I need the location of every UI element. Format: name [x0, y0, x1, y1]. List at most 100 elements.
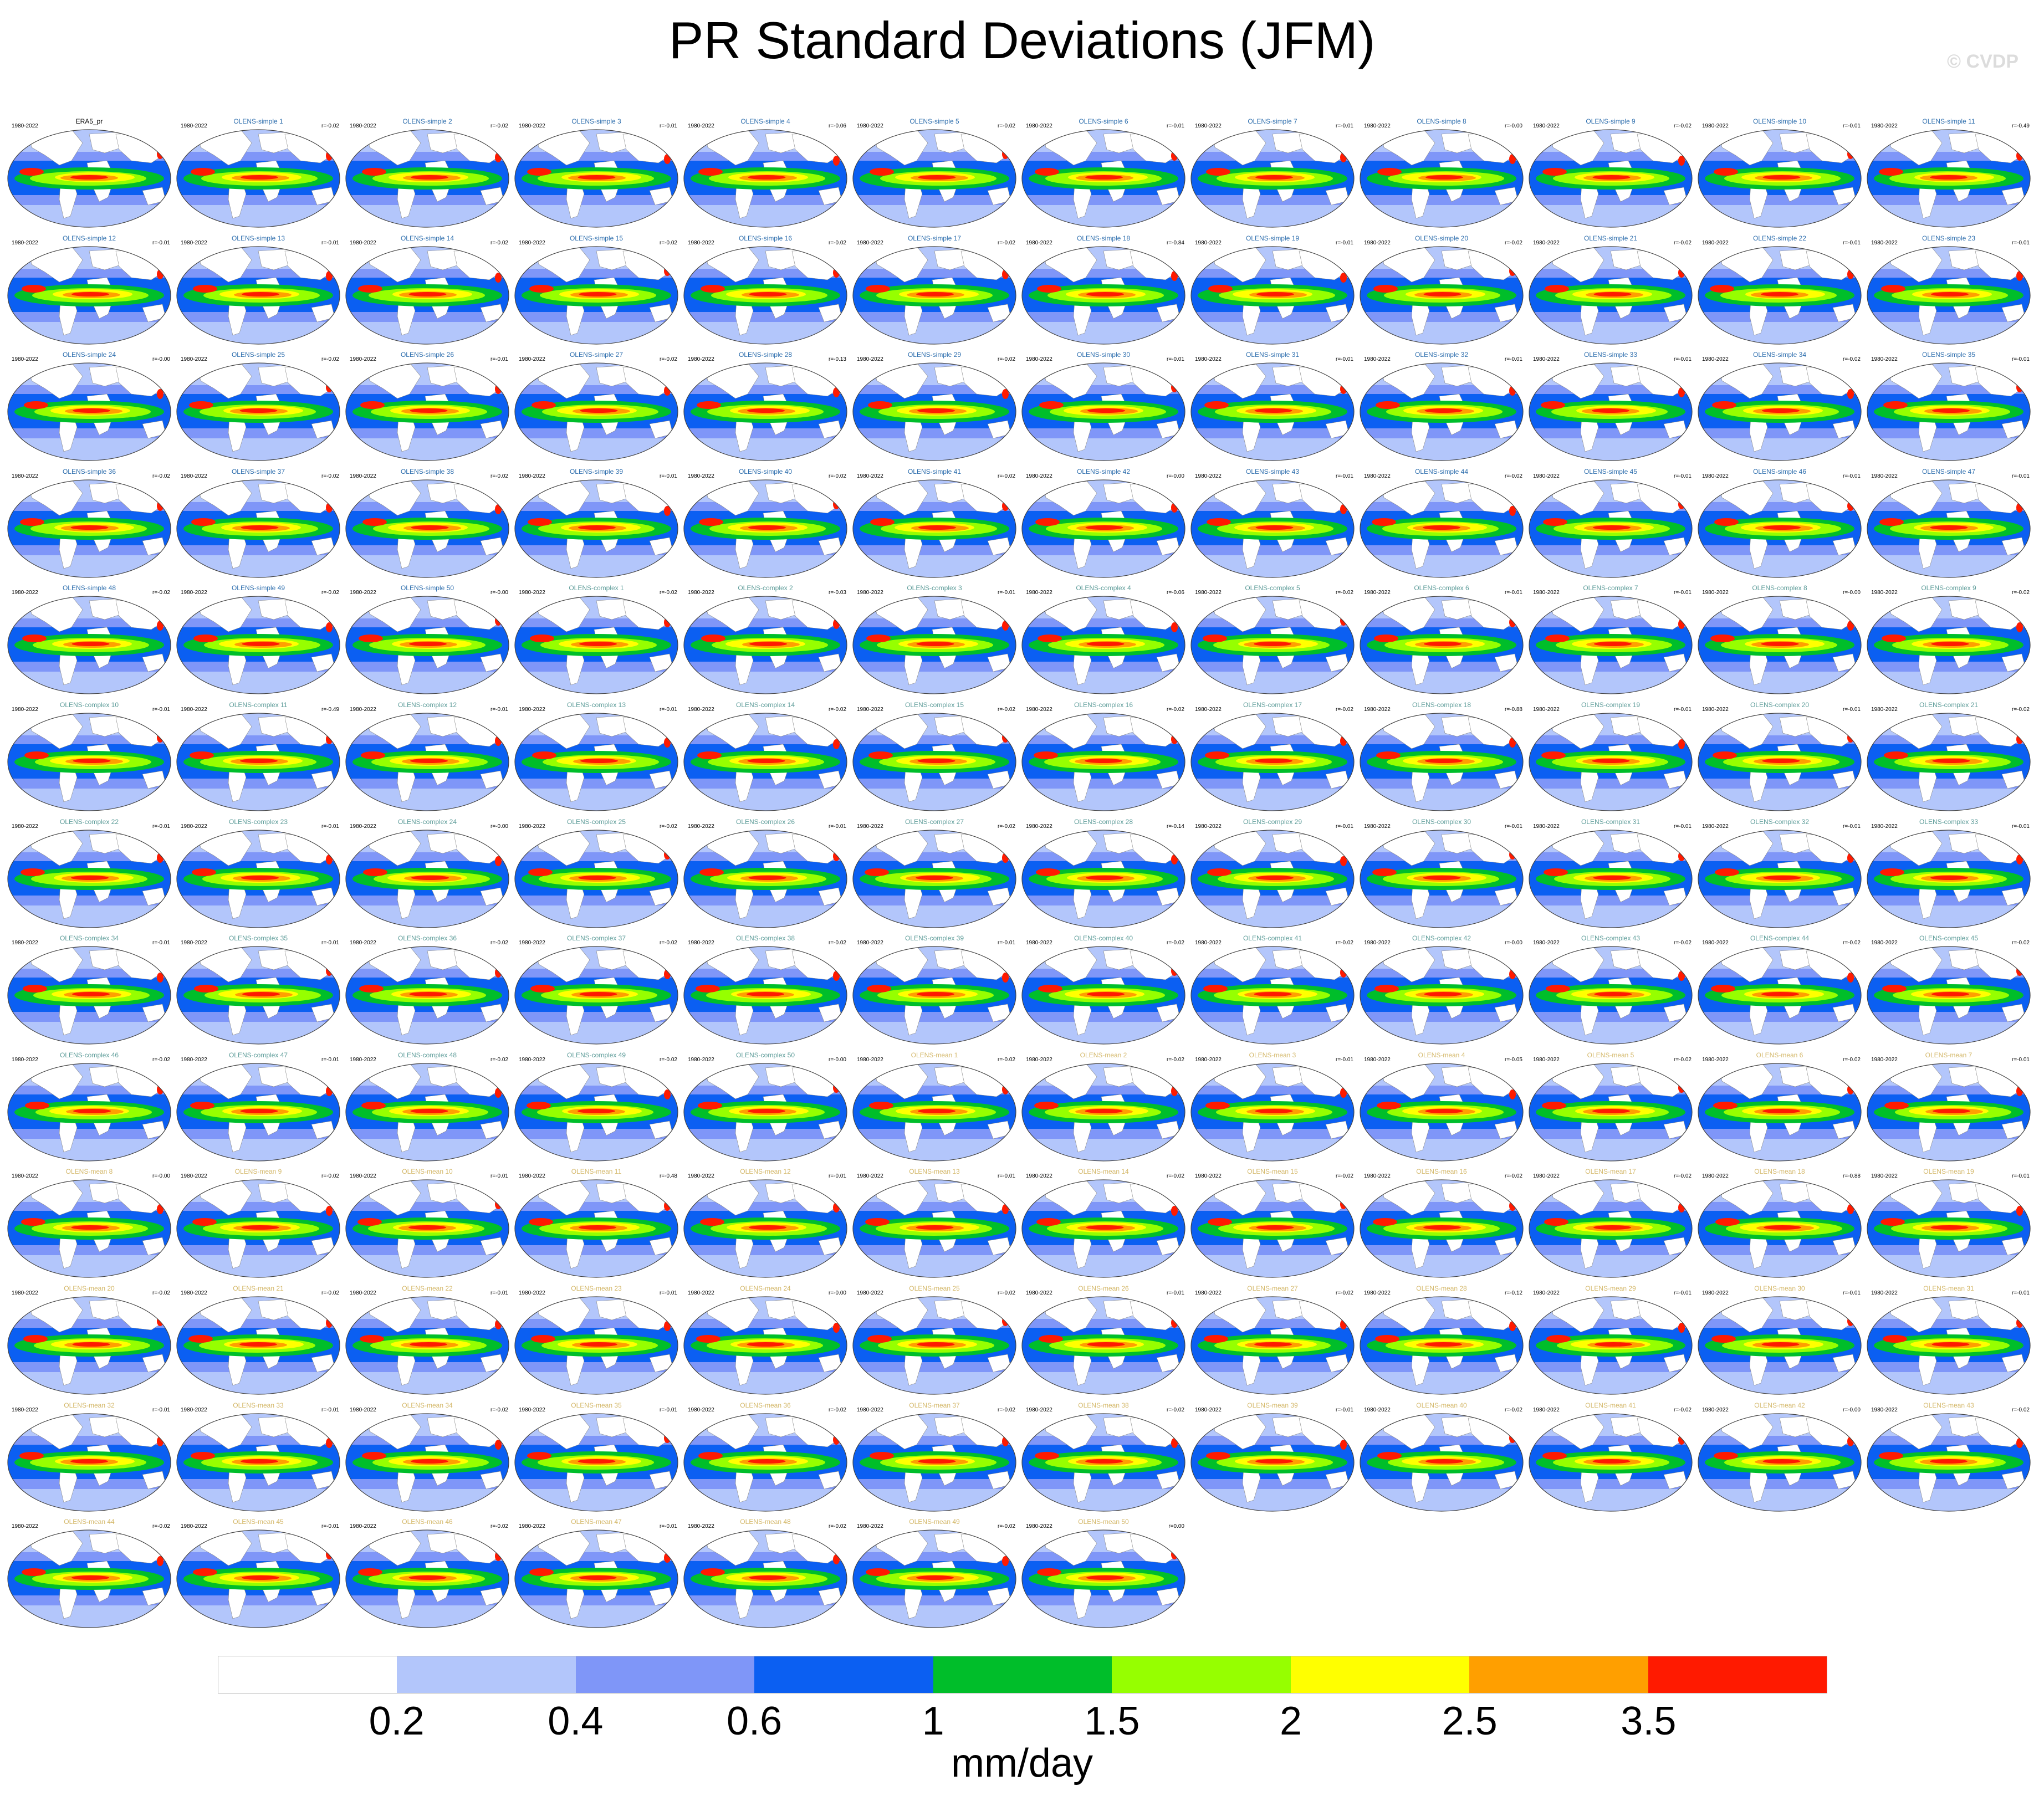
world-map — [7, 1063, 171, 1162]
world-map — [176, 129, 340, 228]
panel-title: OLENS-complex 12 — [397, 701, 457, 709]
panel-pattern-correlation: r=-0.02 — [1843, 940, 1861, 947]
world-map — [1867, 1063, 2031, 1162]
panel-pattern-correlation: r=-0.01 — [1674, 590, 1692, 596]
panel-pattern-correlation: r=-0.02 — [998, 1523, 1015, 1530]
panel-pattern-correlation: r=-0.02 — [1674, 940, 1692, 947]
panel-pattern-correlation: r=-0.02 — [660, 823, 677, 830]
panel-years: 1980-2022 — [350, 1406, 376, 1413]
map-panel: 1980-2022 OLENS-complex 19 r=-0.01 — [1527, 700, 1694, 811]
panel-pattern-correlation: r=-0.00 — [1505, 940, 1522, 947]
world-map — [1529, 479, 1693, 578]
world-map — [7, 479, 171, 578]
panel-pattern-correlation: r=-0.02 — [1336, 1173, 1353, 1180]
map-panel: 1980-2022 OLENS-mean 23 r=-0.01 — [513, 1283, 679, 1395]
panel-pattern-correlation: r=-0.01 — [1674, 823, 1692, 830]
panel-pattern-correlation: r=-0.01 — [1336, 1406, 1353, 1413]
panel-pattern-correlation: r=-0.02 — [829, 940, 846, 947]
map-panel: 1980-2022 OLENS-simple 27 r=-0.02 — [513, 350, 679, 461]
panel-title: OLENS-complex 20 — [1750, 701, 1810, 709]
map-panel: 1980-2022 OLENS-simple 36 r=-0.02 — [6, 467, 172, 578]
panel-title: OLENS-simple 13 — [231, 234, 285, 242]
map-panel: 1980-2022 OLENS-simple 18 r=-0.84 — [1020, 233, 1187, 345]
map-panel: 1980-2022 OLENS-simple 31 r=-0.01 — [1189, 350, 1356, 461]
world-map — [7, 713, 171, 811]
map-panel: 1980-2022 OLENS-complex 6 r=-0.01 — [1358, 583, 1525, 694]
world-map — [852, 362, 1016, 461]
figure-title: PR Standard Deviations (JFM) — [668, 11, 1376, 69]
colorbar-segment — [397, 1656, 576, 1693]
map-panel: 1980-2022 OLENS-mean 11 r=-0.48 — [513, 1167, 679, 1278]
panel-title: OLENS-simple 9 — [1586, 117, 1636, 125]
panel-pattern-correlation: r=-0.01 — [321, 940, 339, 947]
panel-pattern-correlation: r=-0.02 — [490, 123, 508, 129]
panel-years: 1980-2022 — [688, 590, 714, 596]
panel-years: 1980-2022 — [1533, 1173, 1560, 1180]
panel-title: OLENS-mean 20 — [64, 1285, 115, 1292]
map-panel: 1980-2022 OLENS-simple 11 r=-0.49 — [1866, 116, 2032, 228]
world-map — [176, 1063, 340, 1162]
panel-title: OLENS-complex 28 — [1074, 817, 1133, 826]
map-panel: 1980-2022 OLENS-mean 15 r=-0.02 — [1189, 1167, 1356, 1278]
world-map — [683, 1529, 847, 1628]
panel-title: OLENS-simple 30 — [1076, 351, 1131, 359]
panel-pattern-correlation: r=-0.02 — [998, 823, 1015, 830]
map-panel: 1980-2022 OLENS-mean 45 r=-0.01 — [175, 1517, 341, 1628]
map-panel: 1980-2022 OLENS-simple 49 r=-0.02 — [175, 583, 341, 694]
world-map — [1698, 596, 1862, 694]
world-map — [1021, 713, 1185, 811]
panel-pattern-correlation: r=-0.01 — [490, 1290, 508, 1296]
panel-title: OLENS-mean 10 — [402, 1168, 453, 1176]
panel-years: 1980-2022 — [688, 1523, 714, 1530]
map-panel: 1980-2022 OLENS-complex 25 r=-0.02 — [513, 817, 679, 928]
panel-years: 1980-2022 — [350, 707, 376, 713]
panel-pattern-correlation: r=-0.01 — [2012, 473, 2030, 479]
panel-pattern-correlation: r=-0.02 — [1167, 1173, 1184, 1180]
map-panel: 1980-2022 OLENS-mean 46 r=-0.02 — [344, 1517, 510, 1628]
map-panel: 1980-2022 OLENS-simple 9 r=-0.02 — [1527, 116, 1694, 228]
panel-title: OLENS-simple 50 — [400, 584, 454, 592]
panel-pattern-correlation: r=-0.02 — [2012, 1406, 2030, 1413]
panel-years: 1980-2022 — [519, 1523, 545, 1530]
panel-title: OLENS-mean 26 — [1078, 1285, 1129, 1292]
panel-years: 1980-2022 — [1364, 239, 1391, 246]
world-map — [683, 129, 847, 228]
panel-title: OLENS-complex 4 — [1076, 584, 1131, 592]
world-map — [1360, 1063, 1524, 1162]
panel-pattern-correlation: r=-0.02 — [152, 1523, 170, 1530]
panel-pattern-correlation: r=-0.01 — [660, 473, 677, 479]
map-panel: 1980-2022 OLENS-mean 35 r=-0.01 — [513, 1400, 679, 1512]
panel-title: OLENS-complex 41 — [1243, 934, 1302, 943]
panel-years: 1980-2022 — [1195, 1173, 1222, 1180]
world-map — [1529, 596, 1693, 694]
panel-title: OLENS-simple 25 — [231, 351, 285, 359]
panel-years: 1980-2022 — [857, 473, 883, 479]
panel-pattern-correlation: r=-0.02 — [998, 473, 1015, 479]
map-panel: 1980-2022 OLENS-simple 32 r=-0.01 — [1358, 350, 1525, 461]
panel-pattern-correlation: r=-0.02 — [998, 123, 1015, 129]
colorbar-tick-label: 1.5 — [1084, 1699, 1140, 1743]
world-map — [176, 596, 340, 694]
panel-years: 1980-2022 — [350, 1290, 376, 1296]
panel-title: OLENS-mean 49 — [909, 1518, 960, 1526]
panel-pattern-correlation: r=-0.01 — [1167, 123, 1184, 129]
panel-pattern-correlation: r=-0.01 — [1167, 356, 1184, 363]
panel-years: 1980-2022 — [519, 123, 545, 129]
map-panel: 1980-2022 OLENS-complex 13 r=-0.01 — [513, 700, 679, 811]
panel-pattern-correlation: r=-0.01 — [1505, 356, 1522, 363]
world-map — [345, 129, 509, 228]
panel-pattern-correlation: r=-0.01 — [829, 823, 846, 830]
panel-title: OLENS-mean 35 — [571, 1401, 622, 1409]
panel-pattern-correlation: r=-0.00 — [490, 823, 508, 830]
panel-years: 1980-2022 — [350, 356, 376, 363]
world-map — [683, 946, 847, 1045]
colorbar-segment — [754, 1656, 933, 1693]
map-panel: 1980-2022 OLENS-complex 16 r=-0.02 — [1020, 700, 1187, 811]
panel-pattern-correlation: r=-0.02 — [2012, 590, 2030, 596]
panel-title: OLENS-mean 41 — [1585, 1401, 1636, 1409]
panel-pattern-correlation: r=-0.02 — [490, 473, 508, 479]
colorbar-segment — [1469, 1656, 1648, 1693]
panel-years: 1980-2022 — [1702, 239, 1729, 246]
panel-pattern-correlation: r=-0.84 — [1167, 239, 1184, 246]
panel-years: 1980-2022 — [350, 1056, 376, 1063]
